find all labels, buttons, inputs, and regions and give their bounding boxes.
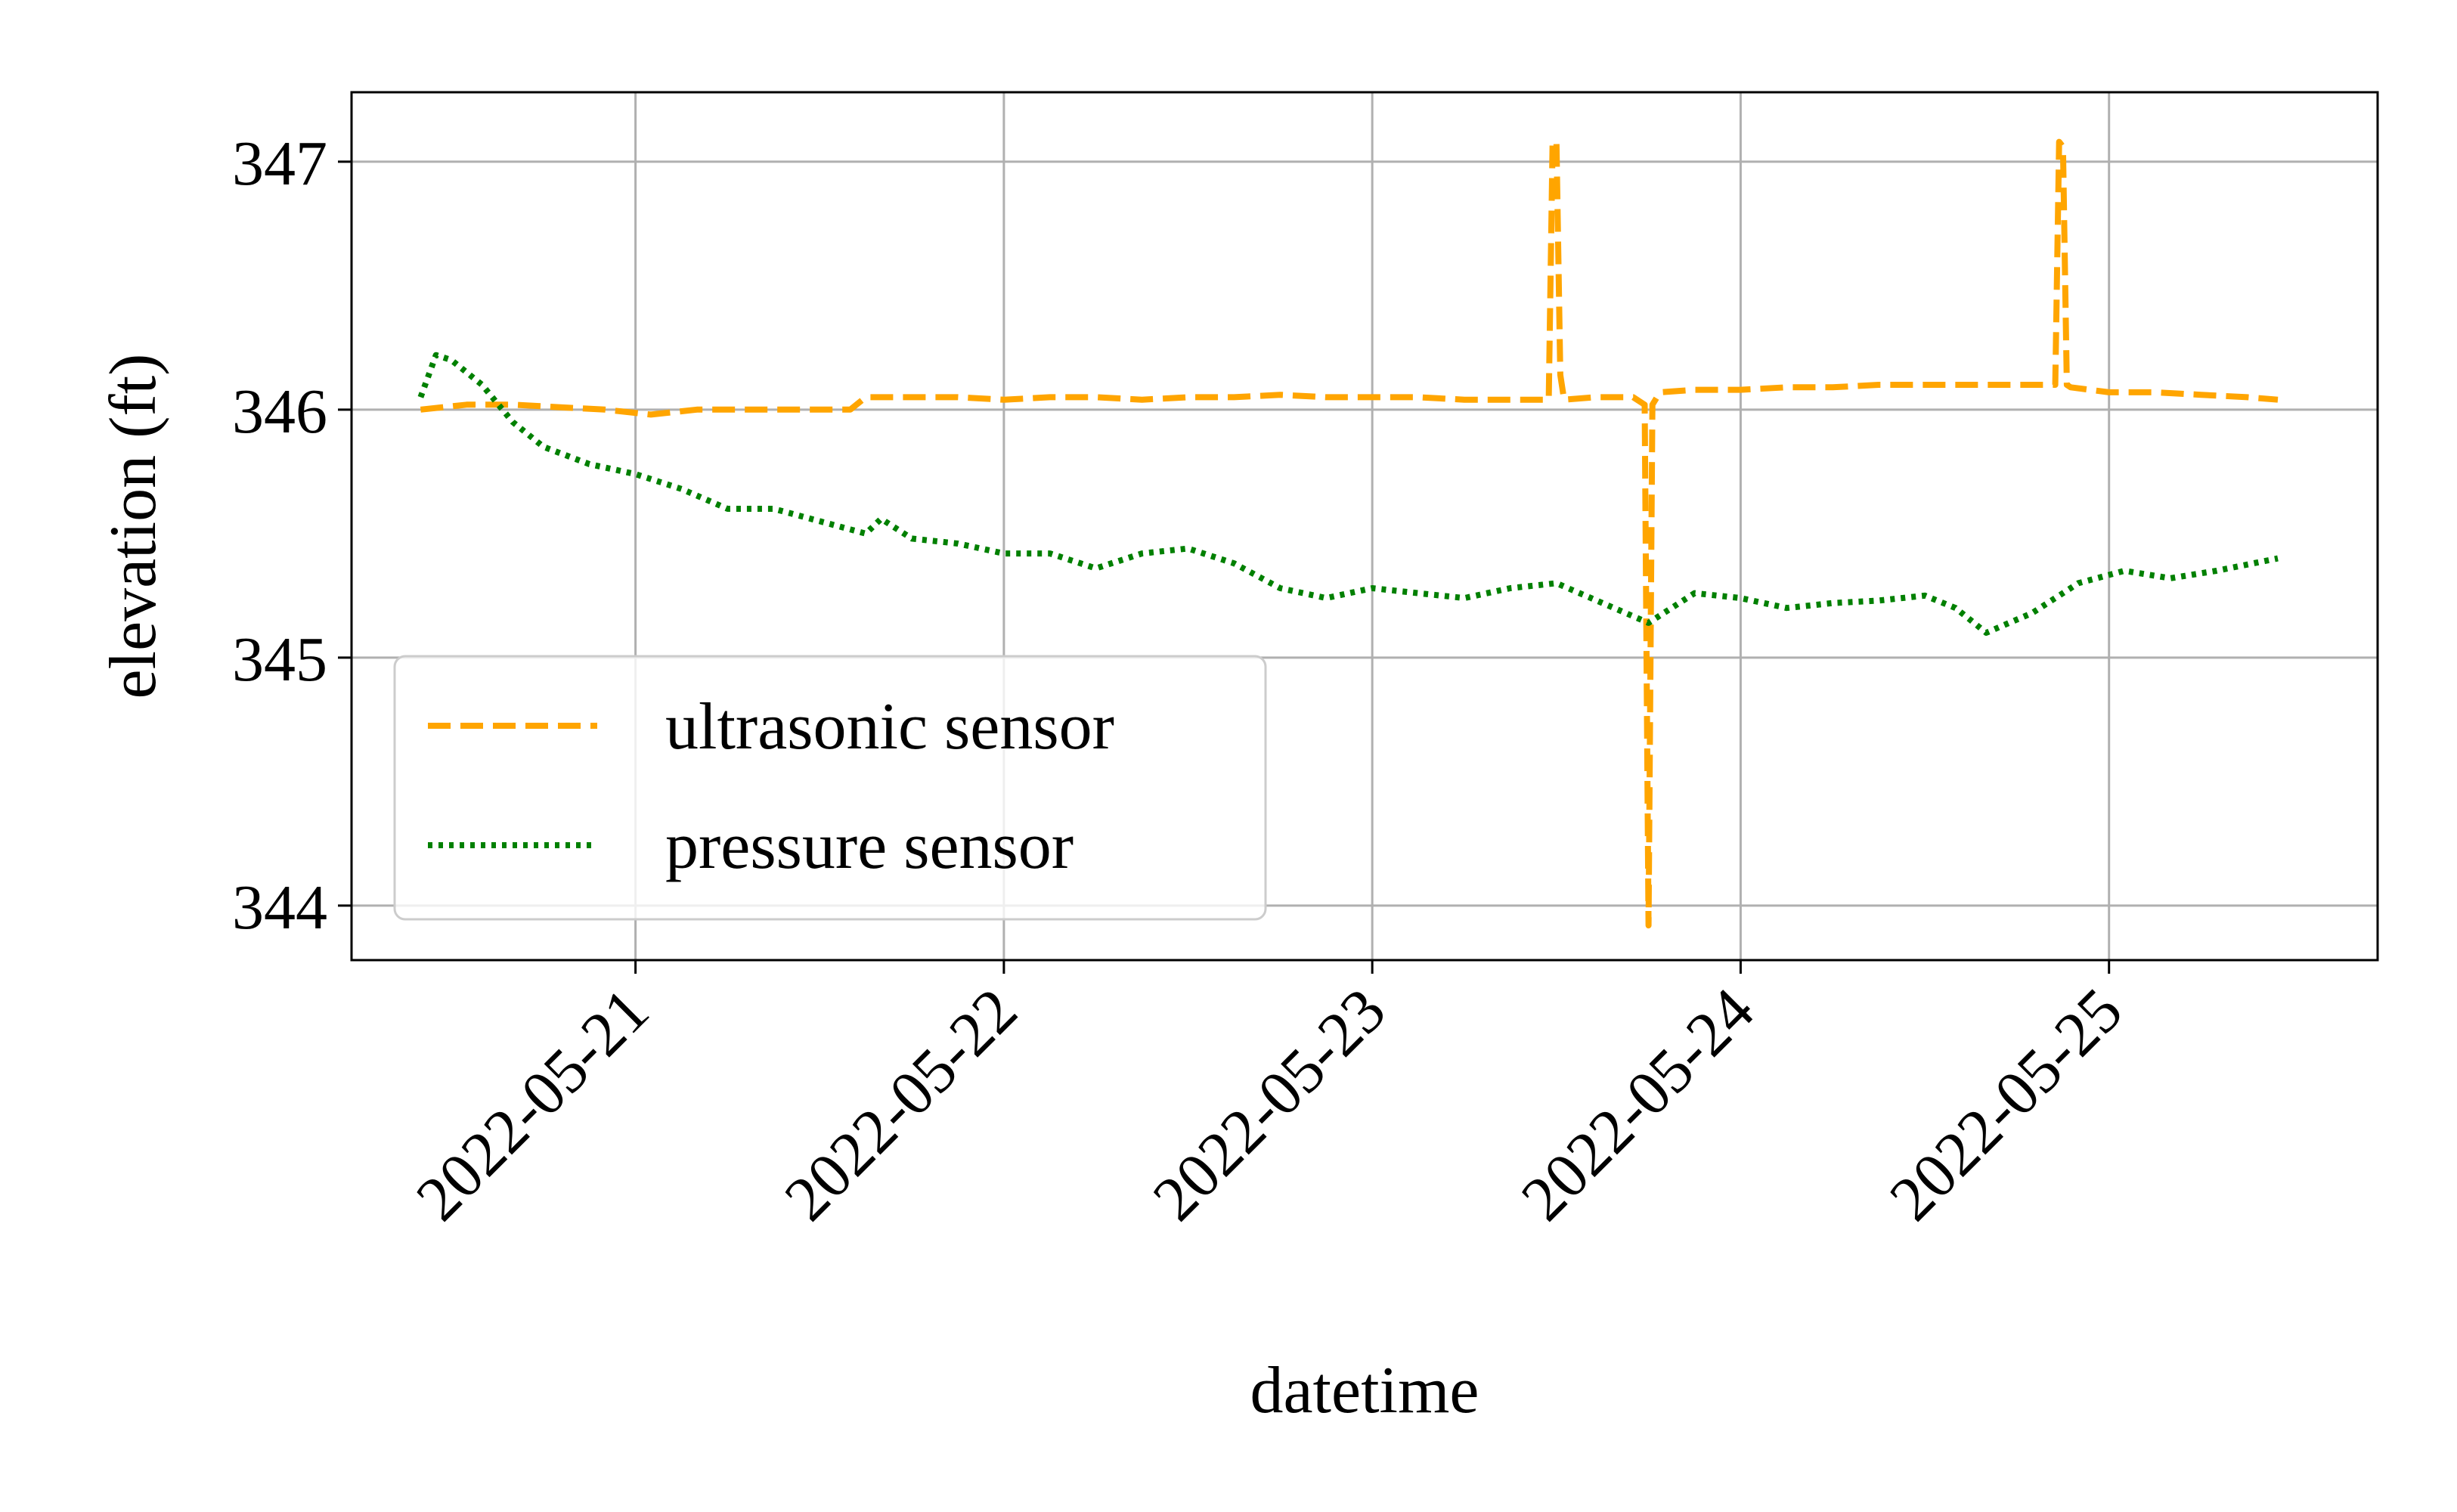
plot-frame (350, 91, 2379, 962)
series-line-pressure-sensor (417, 352, 2279, 636)
legend-label-ultrasonic-sensor: ultrasonic sensor (665, 690, 1114, 764)
x-axis-label: datetime (1250, 1354, 1479, 1427)
legend: ultrasonic sensor pressure sensor (393, 655, 1267, 921)
legend-label-pressure-sensor: pressure sensor (665, 810, 1074, 883)
series-line-ultrasonic-sensor (420, 138, 2279, 929)
y-tick-label: 347 (232, 129, 327, 199)
y-tick-label: 346 (232, 376, 327, 447)
y-tick-label: 345 (232, 624, 327, 695)
y-tick-label: 344 (232, 872, 327, 943)
y-axis-label: elevation (ft) (97, 354, 170, 699)
series-group (417, 138, 2279, 929)
legend-box (393, 655, 1267, 921)
